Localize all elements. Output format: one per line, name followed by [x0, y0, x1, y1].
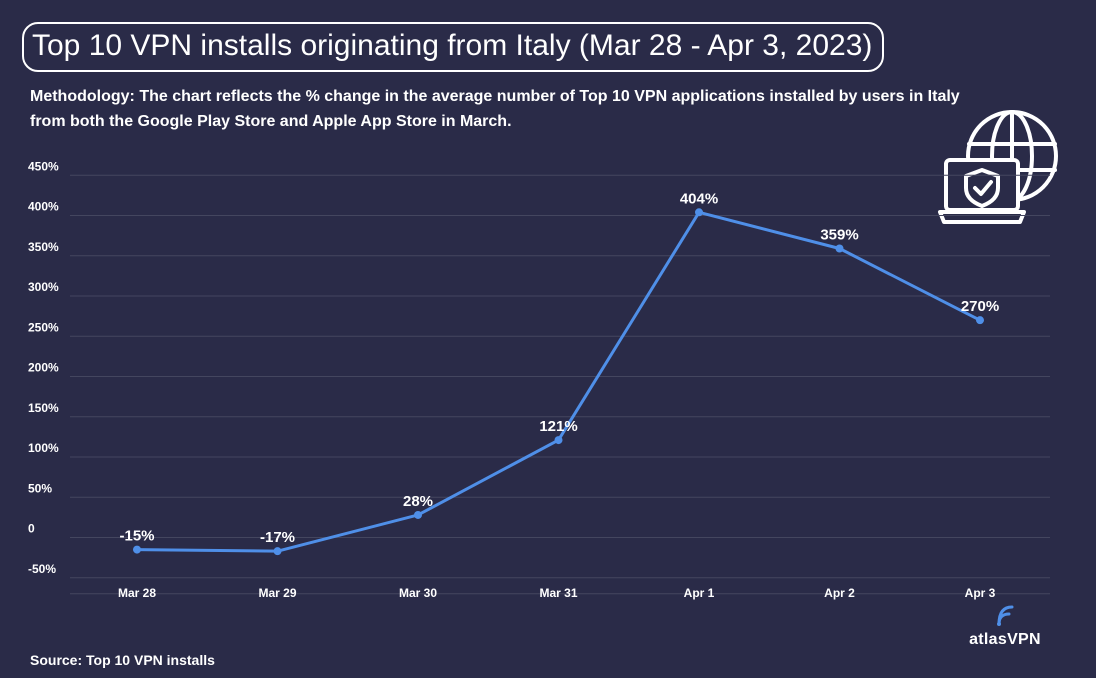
x-tick-label: Apr 3 — [965, 586, 996, 600]
source-note: Source: Top 10 VPN installs — [30, 652, 215, 668]
y-tick-label: -50% — [28, 562, 56, 576]
methodology-note: Methodology: The chart reflects the % ch… — [30, 88, 960, 130]
y-tick-label: 250% — [28, 320, 59, 334]
y-tick-label: 100% — [28, 441, 59, 455]
y-tick-label: 450% — [28, 159, 59, 173]
y-tick-label: 350% — [28, 240, 59, 254]
data-point — [695, 208, 703, 217]
x-tick-label: Apr 2 — [824, 586, 855, 600]
x-tick-label: Apr 1 — [684, 586, 715, 600]
x-tick-label: Mar 31 — [539, 586, 577, 600]
y-tick-label: 400% — [28, 200, 59, 214]
data-label: -17% — [260, 529, 295, 546]
y-tick-label: 50% — [28, 481, 52, 495]
x-tick-label: Mar 28 — [118, 586, 156, 600]
globe-laptop-shield-icon — [938, 110, 1058, 224]
y-tick-label: 200% — [28, 361, 59, 375]
y-tick-label: 300% — [28, 280, 59, 294]
data-label: 404% — [680, 190, 718, 207]
data-point — [133, 545, 141, 554]
chart-title: Top 10 VPN installs originating from Ita… — [22, 22, 885, 72]
data-label: -15% — [119, 528, 154, 545]
x-tick-label: Mar 30 — [399, 586, 437, 600]
data-point — [414, 510, 422, 519]
y-tick-label: 0 — [28, 522, 35, 536]
data-label: 28% — [403, 493, 433, 510]
data-label: 359% — [820, 227, 858, 244]
y-tick-label: 150% — [28, 401, 59, 415]
data-point — [273, 547, 282, 556]
brand-logo: atlasVPN — [960, 604, 1050, 649]
data-label: 270% — [961, 298, 999, 315]
atlas-signal-icon — [997, 605, 1014, 626]
brand-name: atlasVPN — [969, 631, 1041, 648]
data-label: 121% — [539, 418, 577, 435]
data-point — [554, 436, 563, 445]
data-point — [835, 244, 844, 253]
data-point — [976, 316, 984, 325]
x-tick-label: Mar 29 — [258, 586, 296, 600]
series-line — [136, 210, 981, 553]
